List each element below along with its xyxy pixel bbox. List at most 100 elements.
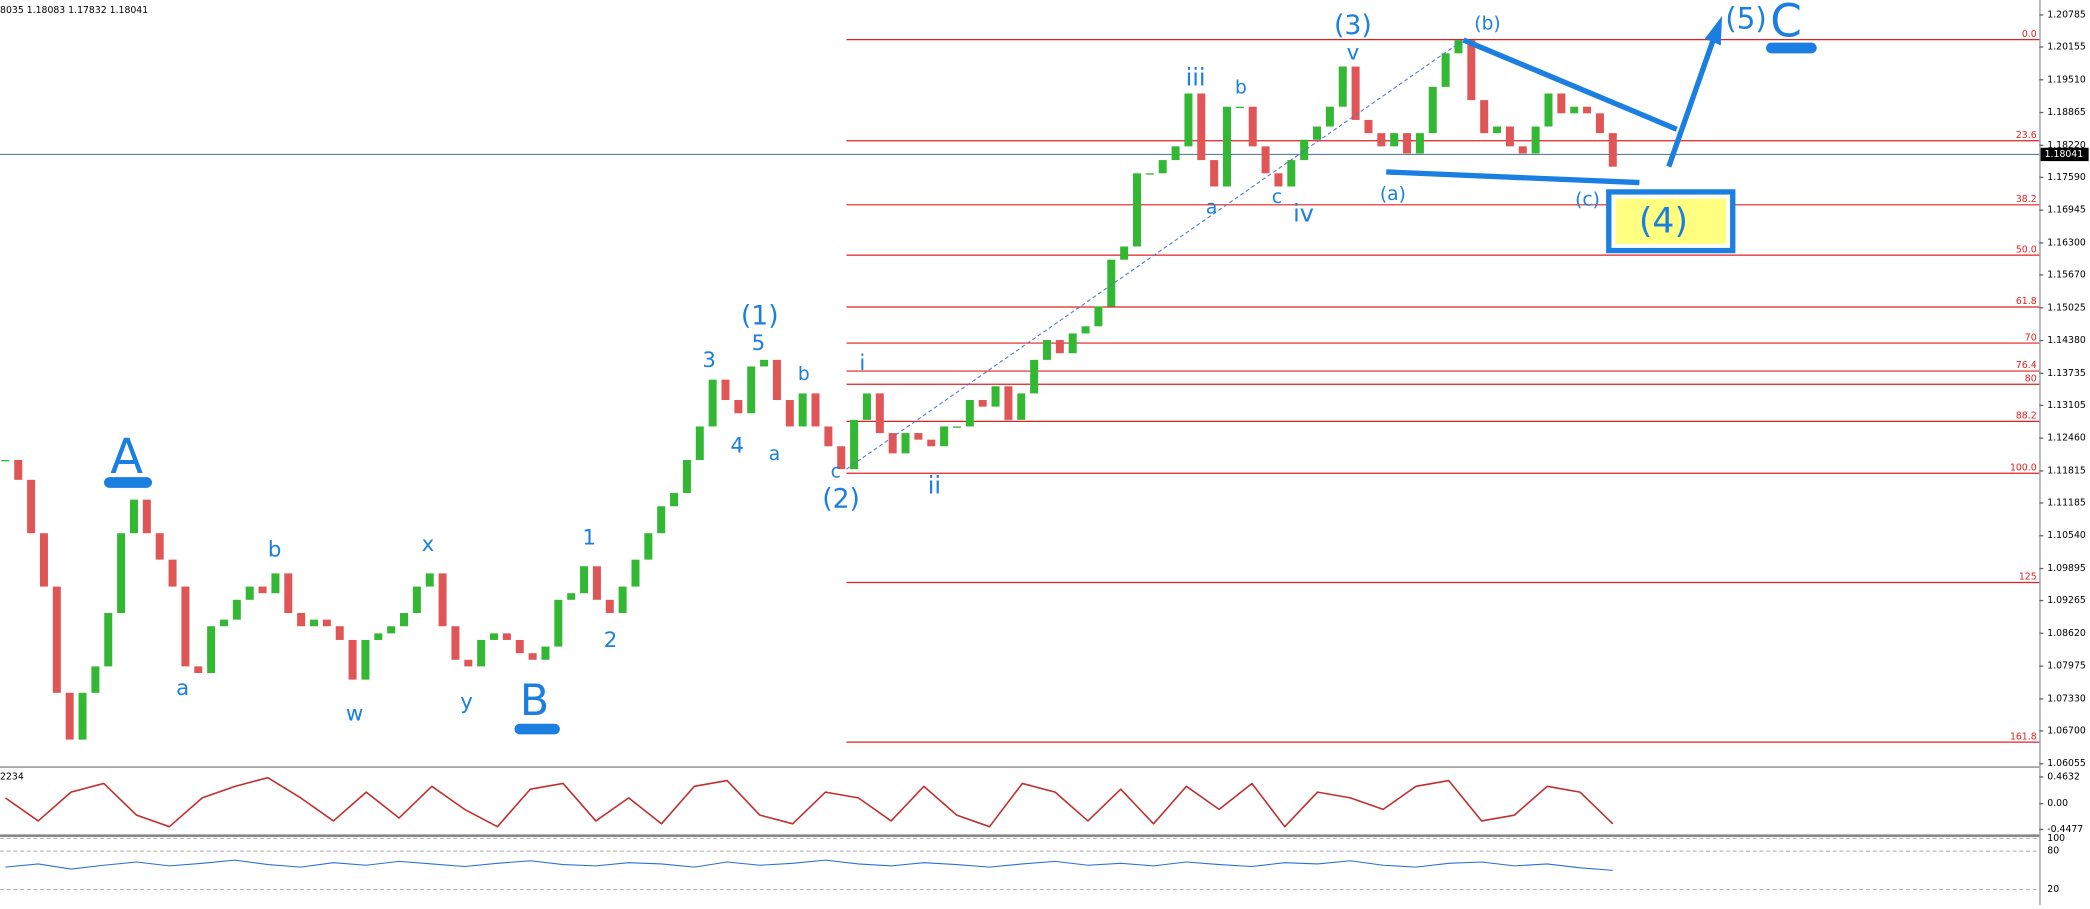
candle [284,573,293,614]
candle [129,499,138,534]
candle [1570,106,1579,114]
candle [965,400,974,427]
candle [1094,306,1103,327]
marker-bar [104,477,152,488]
wave-label: v [1347,40,1360,65]
arrow-head [1704,15,1723,46]
fib-label: 88.2 [2016,411,2037,422]
candle [1595,113,1604,134]
candle [78,692,87,740]
candle [348,639,357,680]
candle [1171,146,1180,161]
oscillator-line [4,776,1614,828]
candle [1120,246,1129,260]
candle [618,586,627,614]
candle [477,639,486,667]
candle [528,653,537,660]
candle [168,559,177,587]
wave-label: 4 [730,434,744,459]
candle [1145,173,1154,175]
plot-layer: 1.20785 1.20155 1.19510 1.18865 1.18220 1.175… [0,9,2089,895]
y-tick-label: 1.15025 [2047,302,2086,313]
candle [181,586,190,667]
y-tick-label: 1.06700 [2047,725,2086,736]
candle [1390,133,1399,147]
wave-label: (b) [1474,13,1500,34]
candle [1544,93,1553,127]
current-price-tag [2040,147,2089,162]
wave-label: a [176,676,189,701]
rsi-tick-label: 100 [2047,833,2065,844]
candle [232,599,241,620]
candle [940,426,949,447]
candle [425,573,434,587]
candle [605,599,614,614]
wave-label: a [1206,197,1217,218]
candle [1583,106,1592,114]
candle [1364,119,1373,134]
candle [464,659,473,667]
candle [400,613,409,627]
candle [245,586,254,600]
fib-label: 76.4 [2016,360,2037,371]
wave-label: 2 [604,628,618,653]
fib-label: 38.2 [2016,194,2037,205]
candle [438,573,447,627]
candle [361,639,370,680]
candle [657,506,666,534]
candle [554,599,563,647]
candle [991,386,1000,407]
candle [875,393,884,434]
wave-label: x [422,532,435,557]
candle [219,619,228,627]
candle [708,379,717,427]
candle [1223,106,1232,187]
candle [1300,139,1309,161]
wave-label: b [1235,77,1247,98]
candle [27,479,36,534]
wave-label: 3 [702,348,716,373]
wave-label: (3) [1334,10,1372,41]
candle [310,619,319,627]
wave-label: (c) [1575,189,1600,210]
wave-label: b [798,364,810,385]
fib-label: 50.0 [2016,244,2037,255]
wave-label: i [859,351,865,376]
y-tick-label: 1.11815 [2047,465,2086,476]
candle [592,566,601,600]
candle [747,366,756,414]
y-tick-label: 1.12460 [2047,433,2086,444]
candle [155,533,164,560]
candle [271,573,280,594]
y-tick-label: 1.07975 [2047,661,2086,672]
y-tick-label: 1.08620 [2047,628,2086,639]
candle [978,400,987,407]
candle [1184,93,1193,147]
candle [142,499,151,534]
wave-label: B [520,676,549,726]
y-tick-label: 1.16300 [2047,237,2086,248]
candle [1068,333,1077,354]
candle [824,426,833,447]
y-tick-label: 1.13735 [2047,368,2086,379]
osc-tick-label: -0.4477 [2047,824,2083,835]
candle [952,426,961,428]
y-tick-label: 1.16945 [2047,205,2086,216]
wave-label: c [831,461,841,482]
candle [39,533,48,587]
candle [91,666,100,693]
wave-label: y [460,689,473,714]
candle [1493,126,1502,134]
candle [1030,359,1039,394]
candle [1248,106,1257,147]
fib-label: 70 [2025,332,2037,343]
candle [104,613,113,667]
candle [850,419,859,470]
wave-label: (a) [1380,184,1406,205]
candle [1377,133,1386,147]
candle [374,633,383,640]
y-tick-label: 1.20785 [2047,9,2086,20]
current-price-label: 1.18041 [2045,149,2084,160]
